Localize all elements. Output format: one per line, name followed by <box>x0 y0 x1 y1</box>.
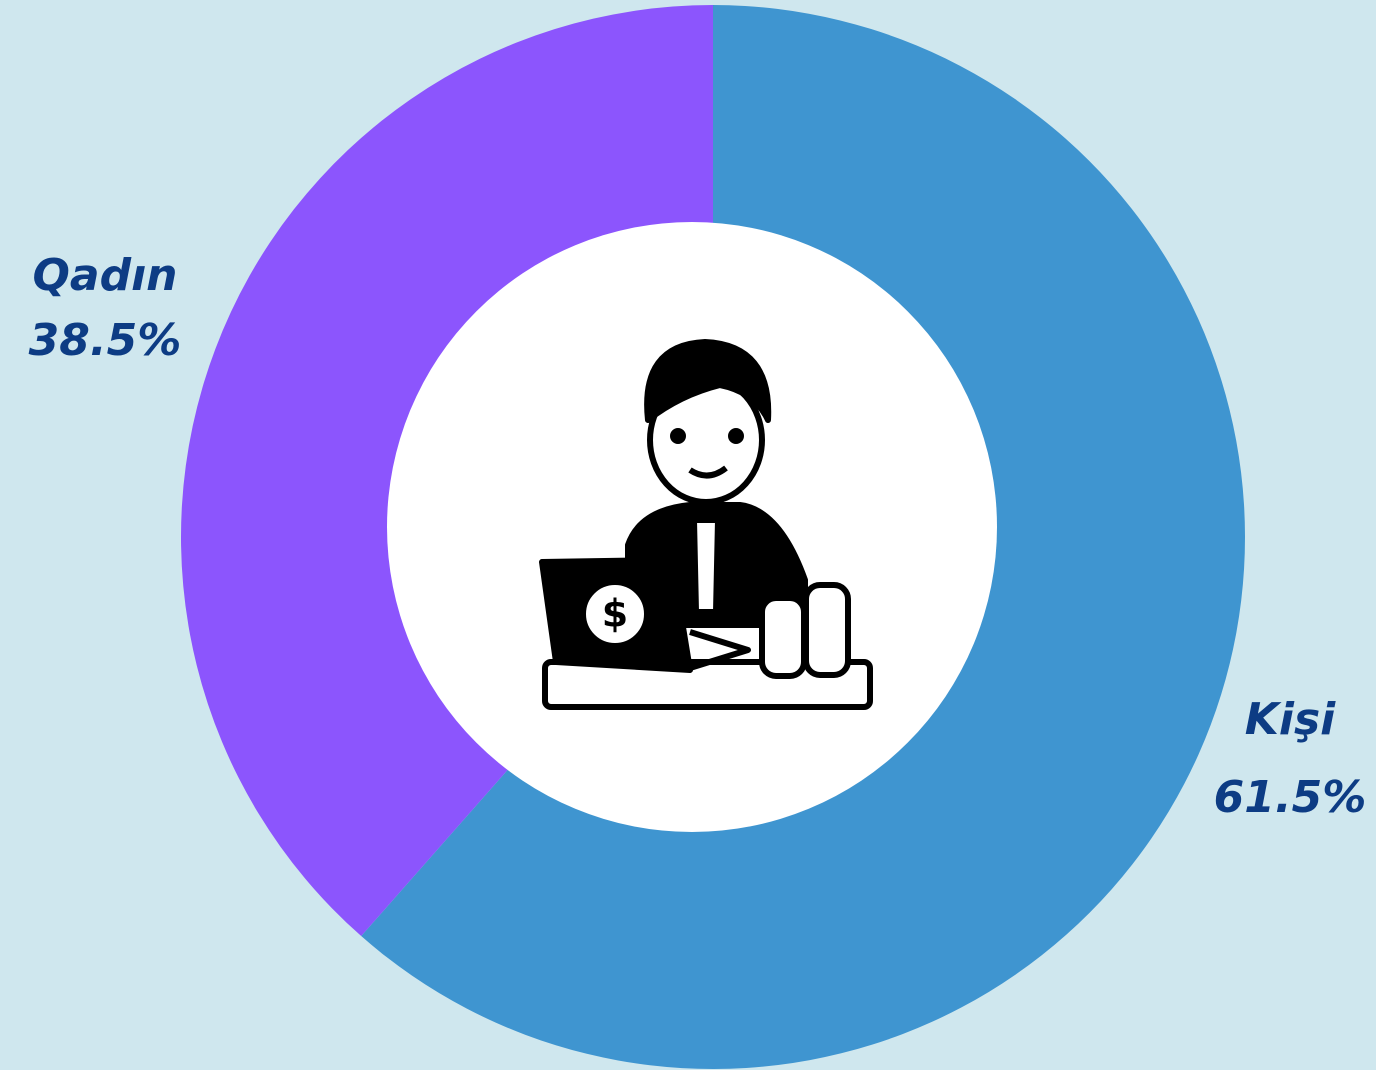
icon-dollar <box>586 585 644 643</box>
icon-coins <box>759 595 807 679</box>
slice-label: Qadın <box>33 250 178 301</box>
icon-coins <box>803 582 851 678</box>
icon-dollar-sign: $ <box>602 592 628 636</box>
icon-tie <box>691 517 721 615</box>
icon-mouth <box>688 465 728 479</box>
icon-eye <box>670 428 686 444</box>
value-label: 61.5% <box>1214 772 1367 823</box>
icon-laptop-base <box>689 629 751 671</box>
icon <box>539 339 873 710</box>
icon-hair <box>644 339 772 423</box>
value-label: 38.5% <box>29 315 182 366</box>
icon-eye <box>728 428 744 444</box>
slice-label: Kişi <box>1245 694 1336 745</box>
